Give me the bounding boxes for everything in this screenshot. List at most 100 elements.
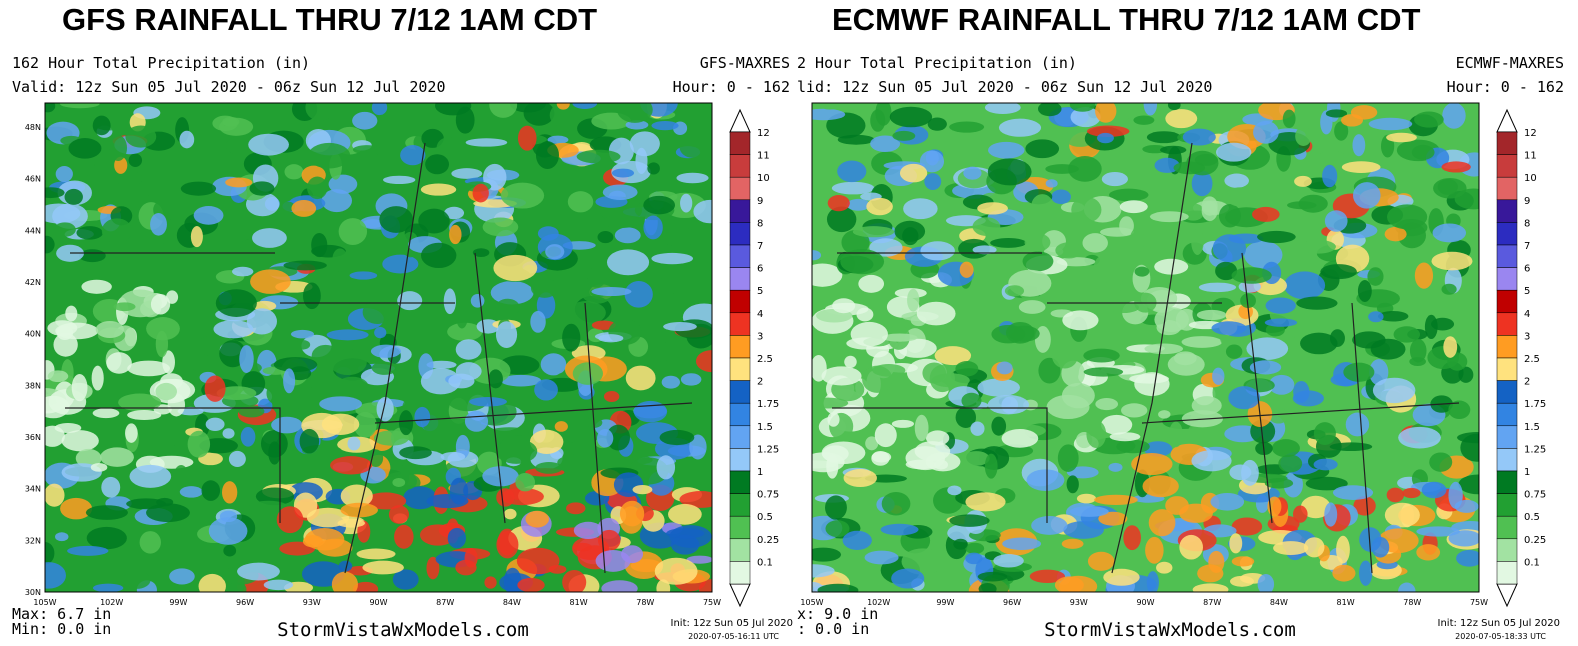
legend-label: 3 bbox=[757, 331, 763, 342]
lon-label: 96W bbox=[1003, 598, 1021, 607]
precip-blob bbox=[132, 240, 168, 257]
precip-blob bbox=[127, 360, 171, 377]
precip-blob bbox=[187, 430, 211, 458]
precip-blob bbox=[238, 405, 265, 418]
legend-swatch bbox=[1496, 448, 1518, 472]
min-label: : 0.0 in bbox=[797, 620, 869, 638]
precip-blob bbox=[302, 535, 323, 548]
legend-swatch bbox=[729, 493, 751, 517]
precip-blob bbox=[308, 142, 351, 169]
legend-swatch bbox=[1496, 131, 1518, 155]
credit: StormVistaWxModels.com bbox=[277, 619, 529, 641]
precip-blob bbox=[205, 417, 225, 431]
precip-blob bbox=[990, 238, 1027, 248]
legend-label: 1.75 bbox=[1524, 399, 1546, 410]
precip-blob bbox=[1268, 407, 1289, 424]
legend-label: 9 bbox=[757, 196, 763, 207]
precip-blob bbox=[881, 333, 918, 342]
precip-blob bbox=[65, 305, 78, 322]
precip-blob bbox=[1332, 564, 1356, 582]
precip-blob bbox=[934, 346, 972, 366]
precip-blob bbox=[1359, 560, 1373, 586]
lon-label: 87W bbox=[1203, 598, 1221, 607]
precip-blob bbox=[591, 287, 632, 297]
lon-label: 93W bbox=[1070, 598, 1088, 607]
precip-blob bbox=[547, 135, 569, 144]
precip-blob bbox=[1398, 582, 1416, 592]
legend-swatch bbox=[1496, 402, 1518, 427]
precip-blob bbox=[139, 531, 161, 554]
precip-blob bbox=[440, 452, 466, 462]
precip-blob bbox=[1384, 226, 1407, 242]
precip-blob bbox=[625, 365, 656, 391]
precip-blob bbox=[1129, 373, 1169, 384]
precip-blob bbox=[1095, 398, 1119, 411]
legend-label: 8 bbox=[1524, 218, 1530, 229]
legend-swatch bbox=[729, 425, 751, 449]
precip-blob bbox=[1320, 264, 1357, 280]
precip-blob bbox=[1109, 432, 1141, 442]
precip-blob bbox=[371, 361, 398, 375]
legend-label: 0.75 bbox=[757, 490, 779, 501]
precip-blob bbox=[1225, 344, 1243, 359]
precip-blob bbox=[125, 423, 138, 443]
legend-swatch bbox=[729, 470, 751, 494]
precip-blob bbox=[566, 301, 606, 325]
precip-blob bbox=[1386, 204, 1428, 230]
hours-label: Hour: 0 - 162 bbox=[1447, 78, 1564, 96]
precip-blob bbox=[1343, 362, 1375, 382]
precip-blob bbox=[947, 485, 962, 496]
precip-blob bbox=[1229, 533, 1243, 554]
precip-blob bbox=[101, 218, 133, 244]
precip-blob bbox=[1336, 535, 1350, 564]
precip-blob bbox=[866, 197, 893, 216]
precip-blob bbox=[250, 269, 291, 294]
precip-blob bbox=[1055, 242, 1083, 259]
precip-blob bbox=[365, 492, 407, 510]
precip-blob bbox=[1022, 251, 1054, 272]
precip-blob bbox=[126, 498, 167, 510]
precip-blob bbox=[1103, 568, 1140, 586]
precip-blob bbox=[392, 477, 406, 488]
precip-blob bbox=[1218, 204, 1241, 228]
precip-blob bbox=[1268, 374, 1295, 395]
precip-blob bbox=[496, 488, 515, 507]
precip-blob bbox=[1142, 475, 1179, 498]
precip-blob bbox=[643, 195, 676, 215]
precip-blob bbox=[1372, 377, 1416, 404]
lon-label: 75W bbox=[703, 598, 721, 607]
precip-blob bbox=[1324, 210, 1348, 232]
precip-blob bbox=[1294, 175, 1312, 187]
precip-blob bbox=[1442, 103, 1466, 129]
precip-blob bbox=[1167, 353, 1205, 376]
legend-swatch bbox=[729, 131, 751, 155]
precip-blob bbox=[383, 175, 416, 185]
precip-blob bbox=[255, 487, 295, 506]
precip-blob bbox=[693, 199, 712, 224]
precip-blob bbox=[1377, 310, 1409, 322]
legend-swatch bbox=[1496, 199, 1518, 223]
precip-blob bbox=[602, 184, 638, 200]
precip-blob bbox=[556, 103, 570, 110]
precip-blob bbox=[464, 410, 489, 432]
precip-blob bbox=[198, 573, 226, 592]
precip-blob bbox=[914, 441, 951, 462]
precip-blob bbox=[1116, 439, 1150, 454]
legend-swatch bbox=[729, 448, 751, 472]
precip-blob bbox=[874, 423, 897, 448]
precip-blob bbox=[222, 428, 235, 439]
precip-blob bbox=[1284, 271, 1326, 300]
precip-blob bbox=[291, 199, 317, 217]
precip-blob bbox=[826, 454, 839, 479]
precip-blob bbox=[482, 466, 519, 487]
precip-blob bbox=[977, 202, 1008, 215]
precip-blob bbox=[1432, 223, 1467, 243]
legend-label: 5 bbox=[1524, 286, 1530, 297]
legend-label: 1.25 bbox=[757, 444, 779, 455]
precip-blob bbox=[1063, 521, 1104, 539]
precip-blob bbox=[373, 430, 409, 446]
precip-blob bbox=[1083, 367, 1124, 377]
precip-blob bbox=[970, 421, 985, 436]
precip-blob bbox=[1051, 189, 1071, 205]
precip-blob bbox=[1384, 502, 1420, 528]
